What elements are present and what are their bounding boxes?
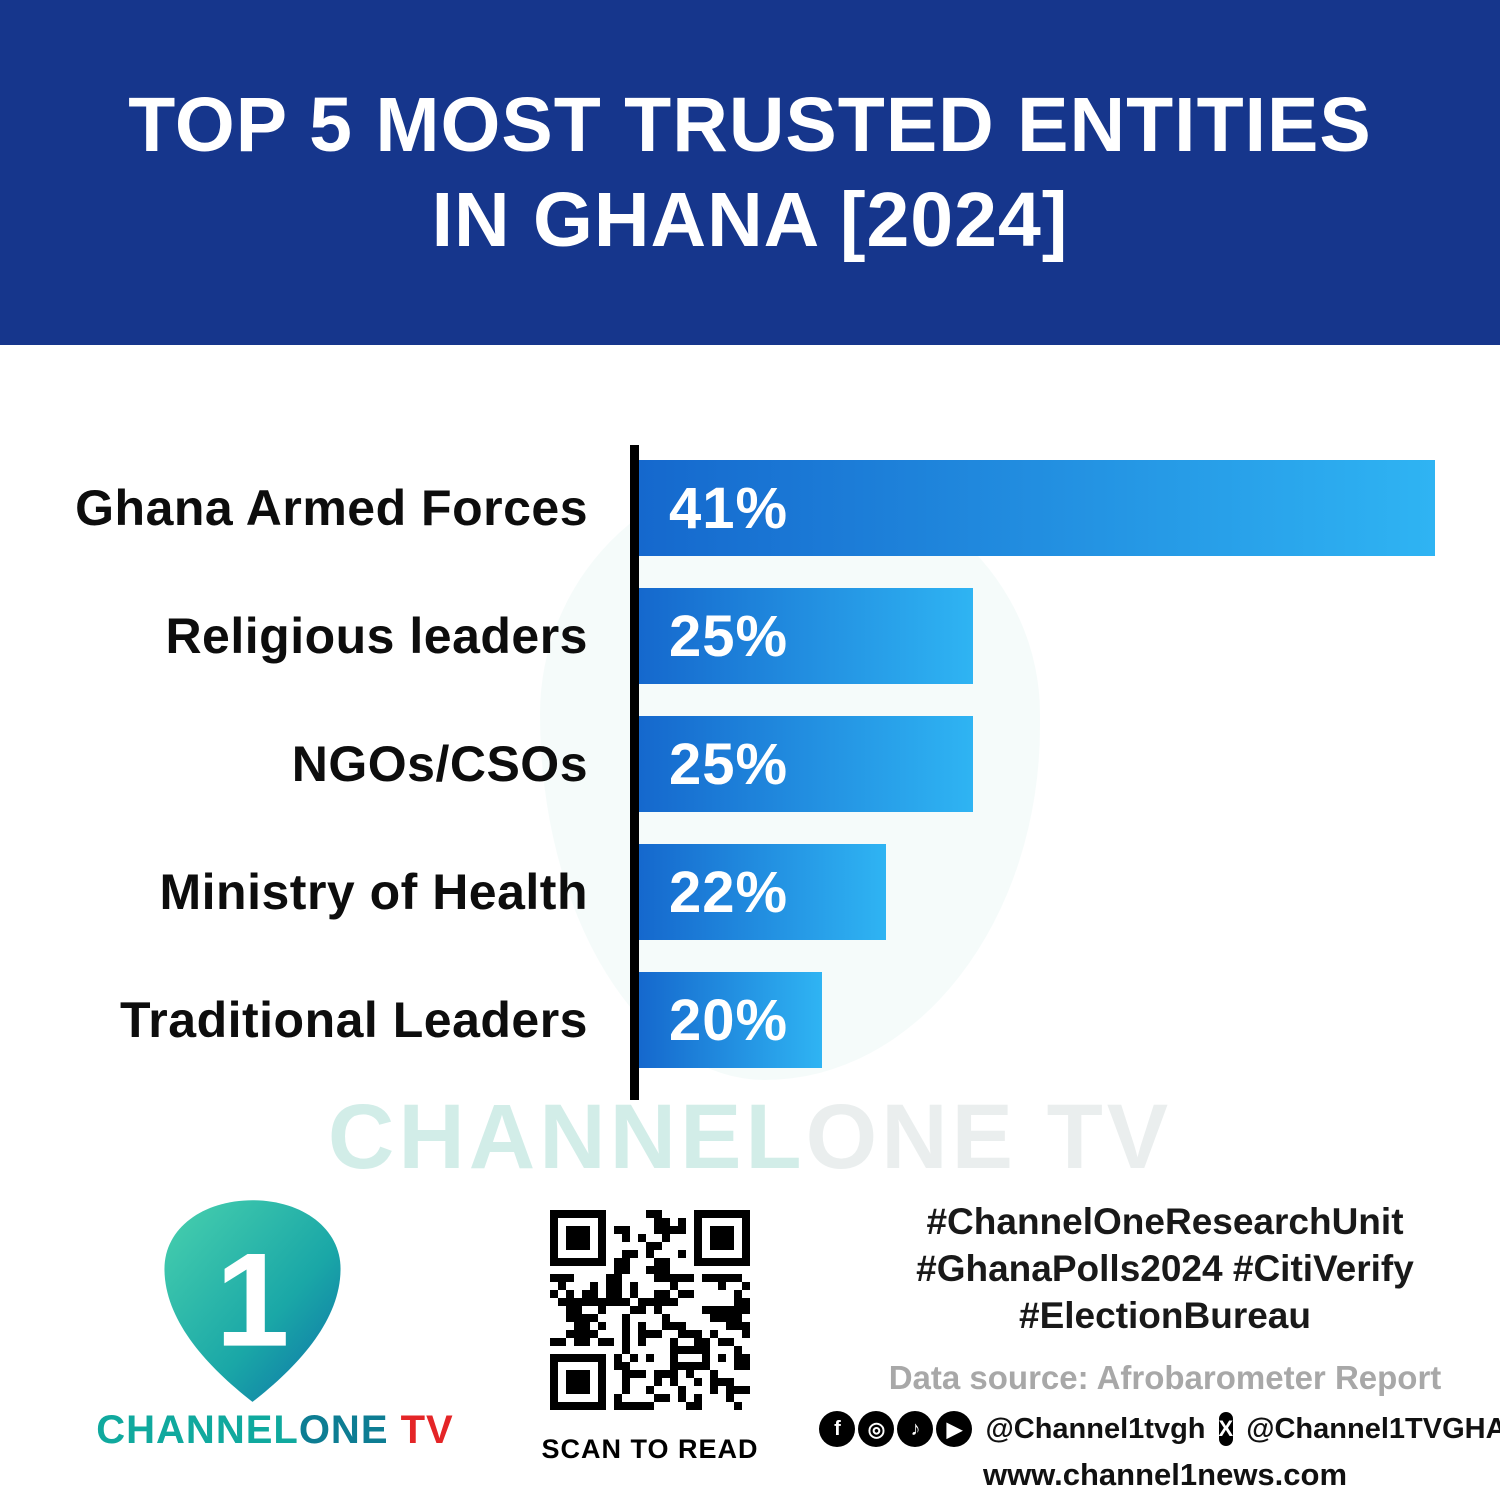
x-handle: @Channel1TVGHA [1246,1412,1500,1445]
watermark-part2: ONE TV [805,1086,1173,1188]
watermark-part1: CHANNEL [327,1086,806,1188]
social-icon-cluster: f ◎ ♪ ▶ [819,1411,973,1447]
bar-value-label: 41% [669,475,789,541]
bar-row: Ghana Armed Forces 41% [0,460,1500,556]
bar-category-label: Traditional Leaders [120,992,588,1048]
bar: 20% [639,972,823,1068]
instagram-icon: ◎ [858,1411,895,1447]
hashtag-line-3: #ElectionBureau [1019,1295,1311,1336]
bar-value-label: 25% [669,731,789,797]
social-handle: @Channel1tvgh [985,1412,1206,1445]
bar-value-label: 20% [669,987,789,1053]
footer-info: #ChannelOneResearchUnit #GhanaPolls2024 … [819,1198,1500,1493]
bar-track: 25% [639,716,1435,812]
youtube-icon: ▶ [936,1411,973,1447]
hashtag-line-2: #GhanaPolls2024 #CitiVerify [916,1248,1414,1289]
bar: 22% [639,844,886,940]
x-icon: X [1218,1412,1234,1446]
bar: 25% [639,716,974,812]
bar-category-label: NGOs/CSOs [291,736,588,792]
facebook-icon: f [819,1411,856,1447]
brand-channel: CHANNEL [96,1408,299,1452]
bar-row: NGOs/CSOs 25% [0,716,1500,812]
brand-tv: TV [388,1408,454,1452]
bar-category-label: Ministry of Health [159,864,588,920]
logo-pick-icon: 1 [164,1200,341,1402]
tiktok-icon: ♪ [897,1411,934,1447]
brand-one: ONE [298,1408,389,1452]
bar-row: Ministry of Health 22% [0,844,1500,940]
bar-track: 22% [639,844,1435,940]
bar-track: 25% [639,588,1435,684]
title-line-2: IN GHANA [2024] [431,176,1069,263]
data-source: Data source: Afrobarometer Report [888,1359,1442,1396]
bar-chart: Ghana Armed Forces 41% Religious leaders 25… [0,445,1500,1100]
brand-wordmark: CHANNELONE TV [40,1408,510,1453]
bar-category-label: Ghana Armed Forces [75,480,588,536]
logo-numeral: 1 [215,1227,289,1375]
bar-row: Traditional Leaders 20% [0,972,1500,1068]
hashtag-line-1: #ChannelOneResearchUnit [926,1201,1404,1242]
title-line-1: TOP 5 MOST TRUSTED ENTITIES [128,81,1372,168]
bar-value-label: 25% [669,603,789,669]
bar-track: 41% [639,460,1435,556]
header-banner: TOP 5 MOST TRUSTED ENTITIES IN GHANA [20… [0,0,1500,345]
watermark-text: CHANNELONE TV [0,1085,1500,1190]
bar: 25% [639,588,974,684]
hashtags-block: #ChannelOneResearchUnit #GhanaPolls2024 … [875,1198,1455,1339]
social-row: f ◎ ♪ ▶ @Channel1tvgh X @Channel1TVGHA [819,1411,1500,1447]
chart-rows: Ghana Armed Forces 41% Religious leaders 25… [0,460,1500,1068]
website-url: www.channel1news.com [982,1457,1348,1492]
bar-row: Religious leaders 25% [0,588,1500,684]
qr-code [546,1206,754,1414]
bar-value-label: 22% [669,859,789,925]
bar-track: 20% [639,972,1435,1068]
channel-one-logo: 1 [150,1192,355,1412]
bar-category-label: Religious leaders [165,608,588,664]
qr-caption: SCAN TO READ [541,1434,759,1464]
chart-axis-line [630,445,639,1100]
bar: 41% [639,460,1435,556]
